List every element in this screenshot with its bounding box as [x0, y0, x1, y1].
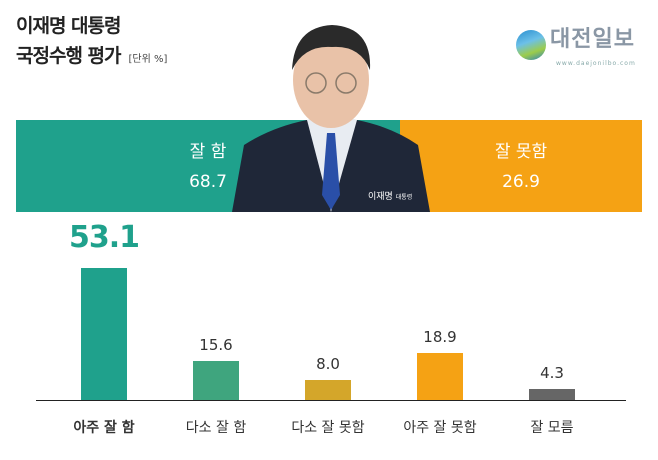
- bar: [305, 380, 351, 400]
- title-text: 국정수행 평가: [16, 45, 121, 67]
- caption-title: 대통령: [395, 194, 413, 201]
- value-label: 8.0: [316, 355, 340, 374]
- category-label: 잘 모름: [530, 420, 574, 436]
- value-label: 53.1: [68, 220, 140, 255]
- globe-icon: [516, 30, 546, 60]
- bar: [81, 268, 127, 400]
- approve-value: 68.7: [189, 172, 227, 192]
- unit-label: [단위 %]: [128, 54, 168, 65]
- value-label: 15.6: [199, 336, 233, 355]
- value-label: 4.3: [540, 364, 564, 383]
- logo: 대전일보 www.daejonilbo.com: [516, 26, 652, 70]
- category-label: 아주 잘 함: [73, 420, 135, 436]
- logo-name: 대전일보: [550, 27, 635, 52]
- bar: [529, 389, 575, 400]
- baseline: [36, 400, 626, 401]
- category-label: 아주 잘 못함: [403, 420, 477, 436]
- logo-url: www.daejonilbo.com: [556, 60, 636, 67]
- photo-caption: 이재명 대통령: [368, 191, 412, 204]
- disapprove-value: 26.9: [502, 172, 540, 192]
- approve-label: 잘 함: [189, 142, 227, 162]
- caption-name: 이재명: [368, 192, 393, 202]
- title-line1: 이재명 대통령: [16, 15, 121, 37]
- category-label: 다소 잘 함: [185, 420, 247, 436]
- value-label: 18.9: [423, 328, 457, 347]
- bar: [193, 361, 239, 400]
- president-photo: 이재명 대통령: [232, 15, 430, 212]
- category-label: 다소 잘 못함: [291, 420, 365, 436]
- disapprove-band: 잘 못함 26.9: [400, 120, 642, 212]
- bar: [417, 353, 463, 400]
- title-line2: 국정수행 평가 [단위 %]: [16, 44, 167, 68]
- disapprove-label: 잘 못함: [494, 142, 548, 162]
